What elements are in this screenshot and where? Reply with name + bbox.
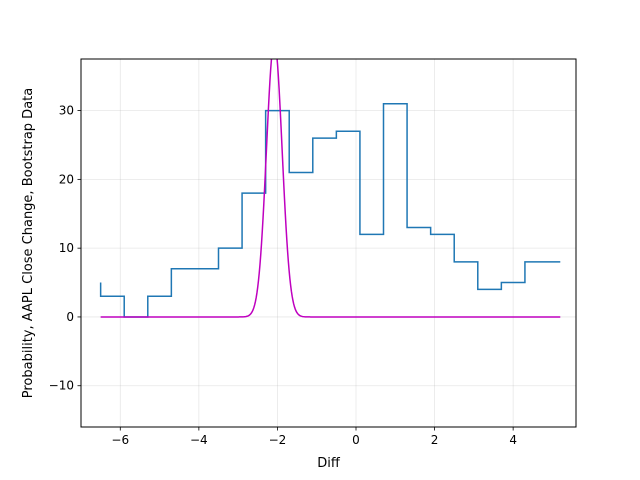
- x-tick-label: 4: [509, 433, 517, 447]
- series-layer: [99, 59, 561, 318]
- x-tick-label: 2: [431, 433, 439, 447]
- grid: [81, 59, 576, 427]
- y-axis-label: Probability, AAPL Close Change, Bootstra…: [21, 88, 36, 398]
- x-tick-label: −4: [190, 433, 208, 447]
- y-tick-label: −10: [49, 379, 74, 393]
- y-tick-label: 30: [59, 104, 74, 118]
- y-tick-label: 10: [59, 241, 74, 255]
- x-tick-label: 0: [352, 433, 360, 447]
- x-tick-label: −6: [111, 433, 129, 447]
- x-tick-label: −2: [269, 433, 287, 447]
- y-tick-label: 20: [59, 172, 74, 186]
- y-tick-label: 0: [66, 310, 74, 324]
- x-axis-label: Diff: [317, 456, 341, 471]
- plot-frame: [80, 58, 577, 428]
- density-curve-line: [100, 59, 561, 318]
- step-series-line: [99, 102, 561, 318]
- ticks: −6 −4 −2 0 2 4 −10 0 10 20 30: [49, 104, 517, 447]
